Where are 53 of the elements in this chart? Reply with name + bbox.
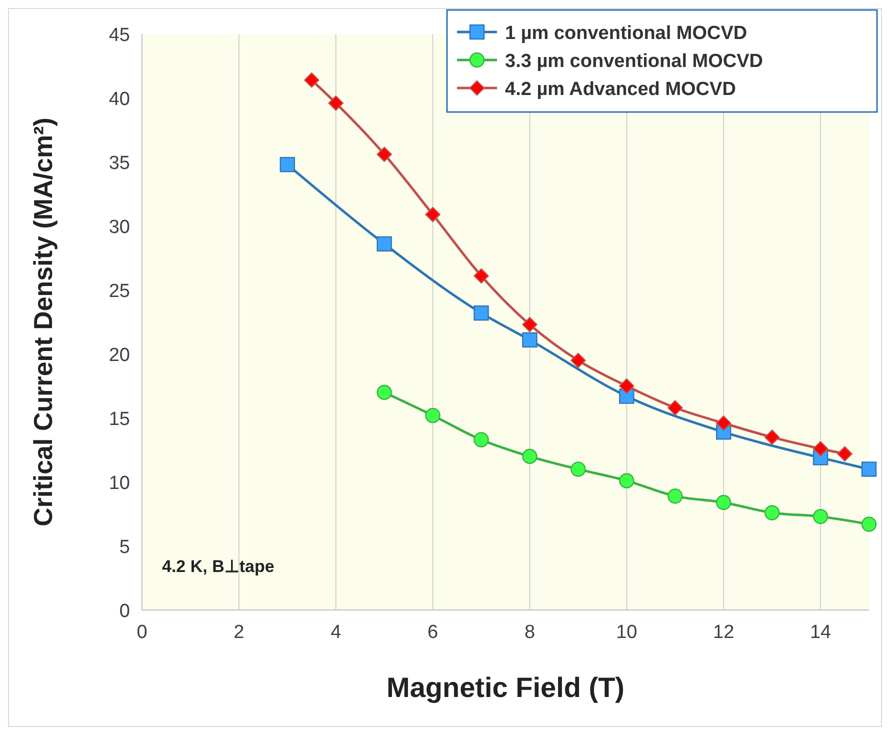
y-tick-label: 45 (108, 25, 130, 46)
point (619, 473, 634, 488)
y-tick-label: 30 (108, 217, 130, 238)
point (474, 268, 489, 284)
point (474, 432, 489, 448)
y-tick-label: 25 (108, 281, 130, 302)
legend-label: 4.2 µm Advanced MOCVD (505, 79, 736, 100)
point (474, 305, 489, 321)
x-tick-label: 12 (713, 622, 734, 643)
point (668, 488, 683, 504)
annotation: 4.2 K, B⊥tape (162, 557, 274, 576)
point (861, 462, 877, 477)
point (376, 146, 392, 162)
y-tick-label: 35 (108, 153, 130, 174)
x-tick-label: 4 (330, 622, 342, 643)
point (764, 430, 780, 445)
point (522, 332, 538, 348)
point (837, 446, 852, 462)
legend-label: 1 µm conventional MOCVD (505, 23, 748, 44)
point (304, 72, 320, 88)
point (764, 505, 780, 520)
point (570, 352, 586, 368)
point (668, 400, 683, 416)
point (280, 156, 295, 172)
point (376, 384, 392, 400)
y-tick-label: 10 (108, 473, 130, 494)
y-tick-label: 0 (119, 601, 130, 622)
y-tick-label: 20 (108, 345, 130, 366)
x-axis-title: Magnetic Field (T) (386, 672, 624, 703)
point (425, 206, 440, 222)
point (376, 236, 392, 252)
point (328, 96, 344, 111)
x-tick-label: 6 (428, 622, 438, 643)
point (716, 416, 732, 431)
y-tick-label: 5 (119, 537, 130, 558)
point (716, 494, 732, 510)
point (861, 516, 877, 532)
point (425, 408, 440, 424)
y-tick-label: 40 (108, 89, 130, 110)
x-tick-label: 14 (810, 622, 832, 643)
point (522, 448, 538, 464)
legend-label: 3.3 µm conventional MOCVD (505, 51, 763, 72)
point (812, 508, 828, 524)
point (522, 316, 538, 332)
y-tick-label: 15 (108, 409, 130, 430)
x-tick-label: 8 (524, 622, 536, 643)
x-tick-label: 10 (616, 622, 638, 643)
point (619, 378, 634, 394)
x-tick-label: 0 (136, 622, 148, 643)
y-axis-title: Critical Current Density (MA/cm²) (28, 118, 58, 526)
x-tick-label: 2 (234, 622, 244, 643)
point (570, 462, 586, 477)
point (812, 441, 828, 456)
